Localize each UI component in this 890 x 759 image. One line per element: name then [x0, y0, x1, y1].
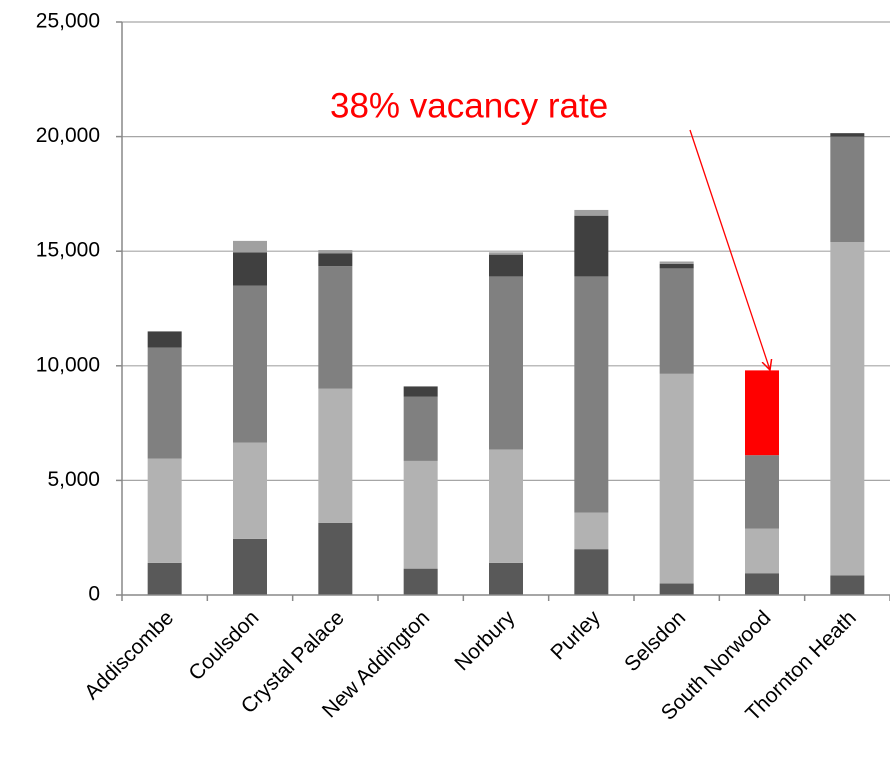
- x-tick-label: Addiscombe: [80, 606, 178, 704]
- bar-segment: [318, 250, 353, 254]
- bar-segment: [574, 215, 609, 277]
- bar-segment: [830, 575, 865, 595]
- bar-segment: [147, 458, 182, 563]
- y-tick-label: 25,000: [36, 10, 100, 33]
- bar-segment: [659, 268, 694, 374]
- bar-segment: [574, 549, 609, 595]
- y-tick-label: 5,000: [47, 468, 100, 491]
- bar-segment: [830, 242, 865, 576]
- x-tick-label: Selsdon: [620, 606, 690, 676]
- bar-segment: [574, 209, 609, 216]
- bar-segment: [489, 252, 523, 255]
- bar-segment: [403, 568, 438, 595]
- bar-segment: [659, 263, 694, 269]
- bar-segment: [403, 460, 438, 569]
- bar-segment: [147, 347, 182, 459]
- bar-segment: [659, 261, 694, 264]
- y-tick-label: 15,000: [36, 239, 100, 262]
- bar-segment: [574, 512, 609, 550]
- bar-segment: [233, 285, 267, 443]
- bar-segment: [830, 136, 865, 243]
- bar-segment: [745, 573, 779, 595]
- bar-segment: [745, 370, 779, 456]
- bar-segment: [318, 388, 353, 523]
- x-tick-label: Coulsdon: [184, 606, 263, 685]
- bar-segment: [147, 331, 182, 348]
- bar-segment: [233, 240, 267, 253]
- bars: [147, 133, 865, 595]
- y-tick-label: 20,000: [36, 124, 100, 147]
- bar-segment: [489, 562, 523, 595]
- bar-segment: [489, 276, 523, 450]
- bar-segment: [233, 538, 267, 595]
- bar-segment: [659, 583, 694, 595]
- bar-segment: [830, 133, 865, 137]
- bar-segment: [745, 455, 779, 529]
- y-tick-label: 10,000: [36, 353, 100, 376]
- bar-segment: [659, 373, 694, 584]
- x-tick-label: Norbury: [450, 606, 519, 675]
- bar-segment: [574, 276, 609, 513]
- bar-segment: [403, 396, 438, 461]
- annotation-arrow: [689, 129, 770, 370]
- bar-segment: [489, 254, 523, 277]
- bar-segment: [403, 386, 438, 397]
- bar-segment: [489, 449, 523, 563]
- bar-segment: [233, 252, 267, 286]
- annotation: 38% vacancy rate: [330, 86, 608, 125]
- bar-segment: [745, 528, 779, 574]
- bar-segment: [318, 266, 353, 389]
- bar-segment: [318, 253, 353, 267]
- y-tick-label: 0: [88, 583, 100, 606]
- bar-segment: [318, 522, 353, 595]
- x-tick-label: Purley: [546, 606, 605, 665]
- bar-segment: [233, 442, 267, 539]
- bar-segment: [147, 562, 182, 595]
